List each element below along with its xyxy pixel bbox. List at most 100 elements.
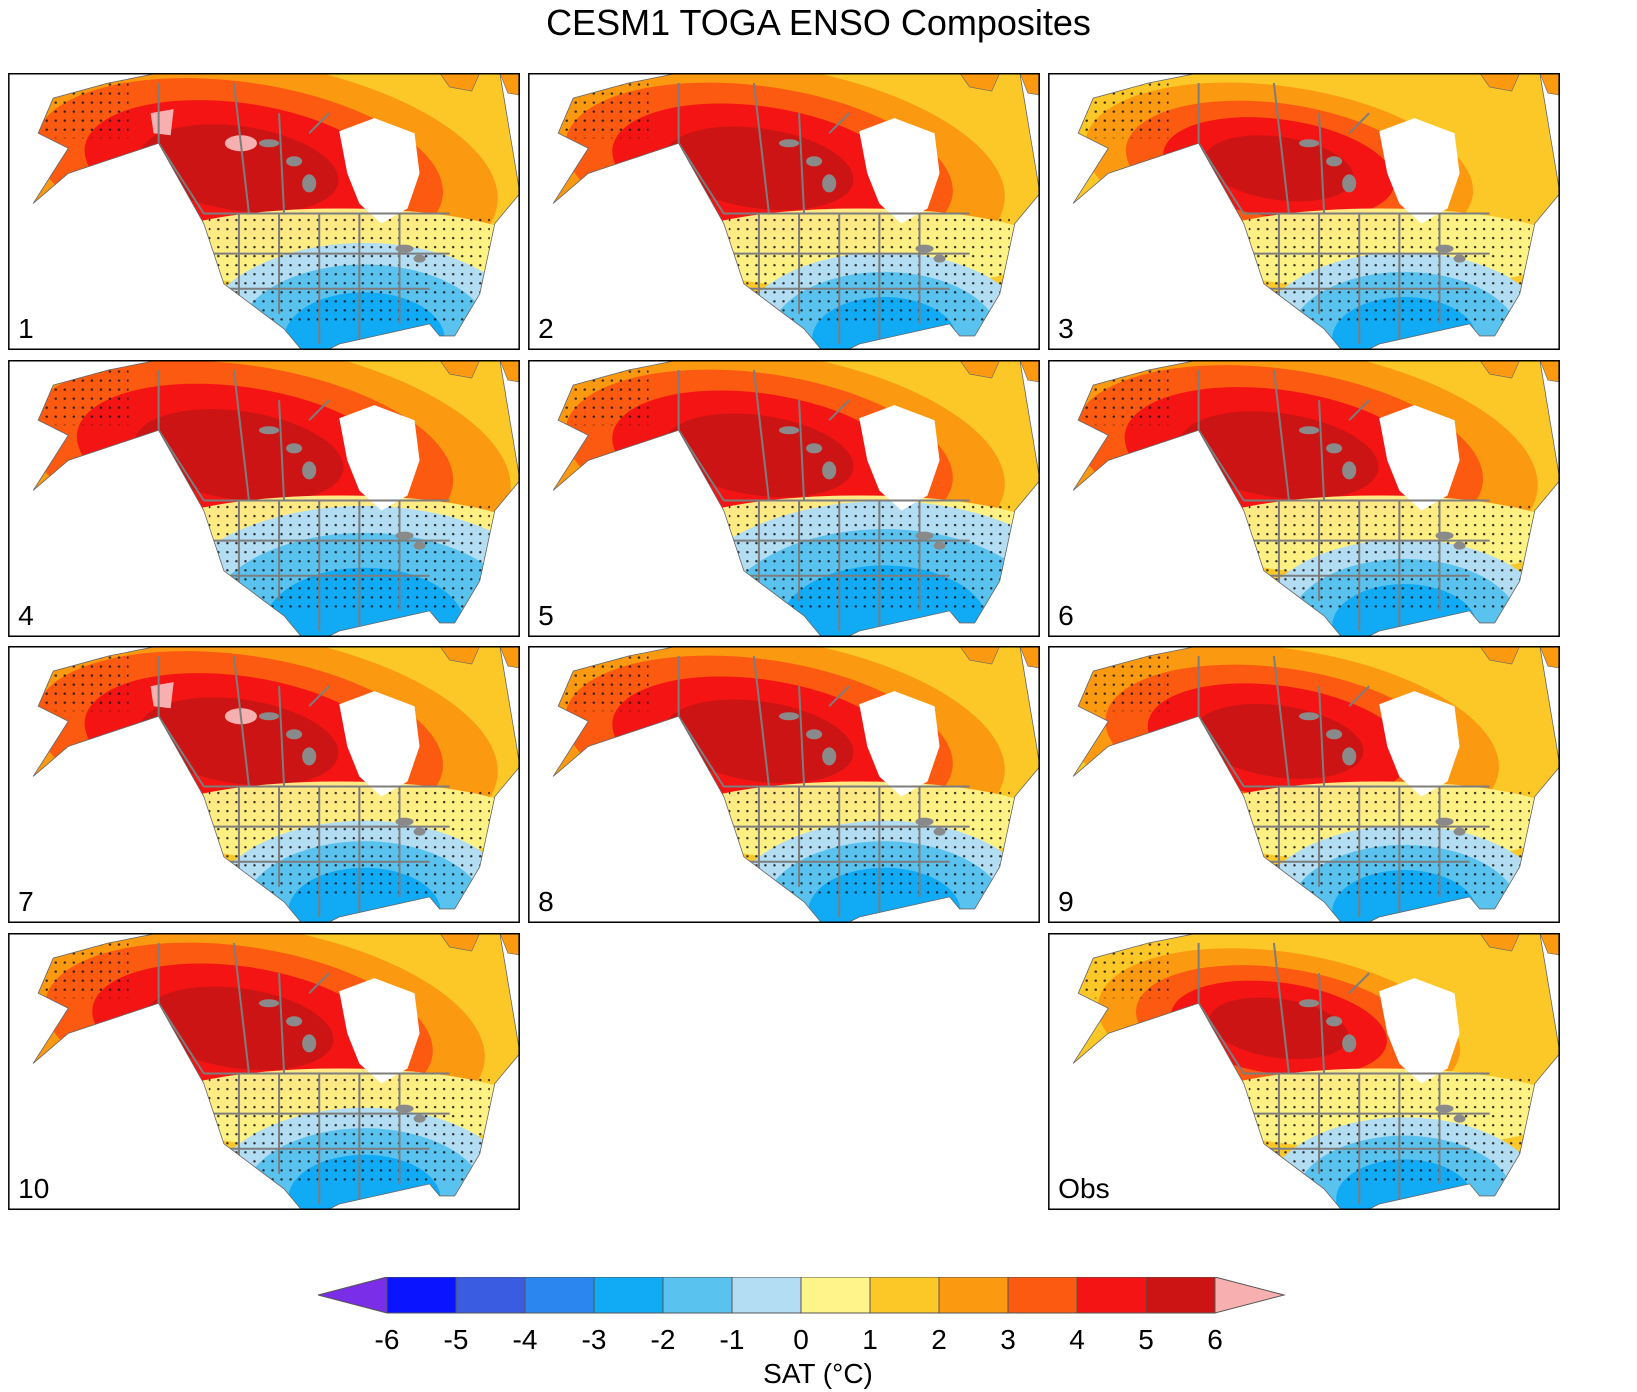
lake bbox=[822, 174, 837, 193]
colorbar-tick-label: -6 bbox=[375, 1324, 400, 1355]
lake bbox=[933, 541, 946, 550]
arctic-islands bbox=[1479, 646, 1560, 669]
lake bbox=[395, 531, 414, 540]
lake bbox=[413, 254, 426, 263]
lake bbox=[302, 1034, 317, 1053]
coastline bbox=[1072, 360, 1560, 637]
panel-label: 10 bbox=[18, 1173, 49, 1204]
warm-contour bbox=[664, 699, 854, 784]
lake bbox=[1342, 1034, 1357, 1053]
lake bbox=[1298, 426, 1320, 435]
colorbar-box bbox=[1076, 1277, 1147, 1314]
colorbar-tick-label: -3 bbox=[582, 1324, 607, 1355]
panel-frame bbox=[1048, 73, 1560, 350]
lake bbox=[286, 1016, 303, 1027]
map-panel-5: 5 bbox=[528, 360, 1040, 637]
coastline bbox=[552, 646, 1040, 923]
panel-frame bbox=[1048, 933, 1560, 1210]
lake bbox=[915, 531, 934, 540]
significance-stipple bbox=[1248, 1073, 1530, 1184]
coastline bbox=[1072, 933, 1560, 1210]
extreme-warm-patch bbox=[150, 109, 174, 136]
colorbar-title: SAT (°C) bbox=[763, 1358, 873, 1389]
political-boundaries bbox=[157, 82, 450, 344]
lake bbox=[395, 1104, 414, 1113]
political-boundaries bbox=[1197, 942, 1490, 1204]
lake bbox=[1342, 747, 1357, 766]
political-boundaries bbox=[157, 369, 450, 631]
colorbar-tick-label: 1 bbox=[862, 1324, 878, 1355]
political-boundaries bbox=[677, 369, 970, 631]
lake bbox=[1298, 999, 1320, 1008]
lake bbox=[1326, 1016, 1343, 1027]
map-panel-9: 9 bbox=[1048, 646, 1560, 923]
colorbar-box bbox=[1145, 1277, 1216, 1314]
political-boundaries bbox=[1197, 82, 1490, 344]
anomaly-field bbox=[33, 360, 520, 637]
hudson-bay bbox=[1379, 405, 1460, 511]
panel-label: Obs bbox=[1058, 1173, 1110, 1204]
lake bbox=[1342, 461, 1357, 480]
coastline bbox=[32, 646, 520, 923]
panel-label: 8 bbox=[538, 886, 554, 917]
warm-contour bbox=[664, 413, 854, 498]
lake bbox=[302, 461, 317, 480]
lake bbox=[806, 156, 823, 167]
significance-stipple bbox=[208, 1073, 490, 1184]
colorbar-boxes bbox=[318, 1277, 1286, 1314]
lake bbox=[1453, 827, 1466, 836]
lake bbox=[778, 712, 800, 721]
significance-stipple bbox=[1248, 786, 1530, 897]
lake bbox=[413, 541, 426, 550]
colorbar-low-arrow bbox=[318, 1277, 388, 1314]
colorbar-tick-label: 5 bbox=[1138, 1324, 1154, 1355]
colorbar-box bbox=[800, 1277, 871, 1314]
significance-stipple bbox=[208, 500, 490, 611]
panel-label: 1 bbox=[18, 313, 34, 344]
lake bbox=[778, 426, 800, 435]
colorbar-box bbox=[524, 1277, 595, 1314]
lake bbox=[1326, 443, 1343, 454]
significance-stipple bbox=[728, 213, 1010, 324]
lake bbox=[915, 244, 934, 253]
panel-frame bbox=[528, 646, 1040, 923]
arctic-islands bbox=[959, 360, 1040, 383]
significance-stipple bbox=[1248, 213, 1530, 324]
coastline bbox=[32, 73, 520, 350]
panel-label: 7 bbox=[18, 886, 34, 917]
lake bbox=[1435, 531, 1454, 540]
lake bbox=[1326, 729, 1343, 740]
political-boundaries bbox=[677, 655, 970, 917]
panel-frame bbox=[528, 360, 1040, 637]
map-panel-2: 2 bbox=[528, 73, 1040, 350]
lake bbox=[413, 1114, 426, 1123]
colorbar-tick-labels: -6 -5 -4 -3 -2 -1 0 1 2 3 4 5 6 bbox=[375, 1324, 1223, 1355]
lake bbox=[302, 747, 317, 766]
panel-frame bbox=[8, 646, 520, 923]
lake bbox=[915, 817, 934, 826]
lake bbox=[933, 827, 946, 836]
arctic-islands bbox=[1479, 73, 1560, 96]
warm-contour bbox=[1209, 997, 1349, 1060]
lake bbox=[258, 426, 280, 435]
political-boundaries bbox=[1197, 369, 1490, 631]
lake bbox=[1453, 1114, 1466, 1123]
colorbar-tick-label: 6 bbox=[1207, 1324, 1223, 1355]
map-panel-Obs: Obs bbox=[1048, 933, 1560, 1210]
political-boundaries bbox=[677, 82, 970, 344]
hudson-bay bbox=[339, 978, 420, 1084]
coastline bbox=[552, 73, 1040, 350]
coastline bbox=[32, 933, 520, 1210]
colorbar-tick-label: -1 bbox=[720, 1324, 745, 1355]
colorbar-tick-label: -2 bbox=[651, 1324, 676, 1355]
coastline bbox=[1072, 646, 1560, 923]
figure-title: CESM1 TOGA ENSO Composites bbox=[546, 2, 1091, 43]
panel-label: 4 bbox=[18, 600, 34, 631]
lake bbox=[286, 156, 303, 167]
map-panel-10: 10 bbox=[8, 933, 520, 1210]
panel-frame bbox=[8, 73, 520, 350]
significance-stipple bbox=[208, 213, 490, 324]
panel-frame bbox=[8, 933, 520, 1210]
lake bbox=[258, 139, 280, 148]
warm-contour bbox=[144, 986, 334, 1071]
